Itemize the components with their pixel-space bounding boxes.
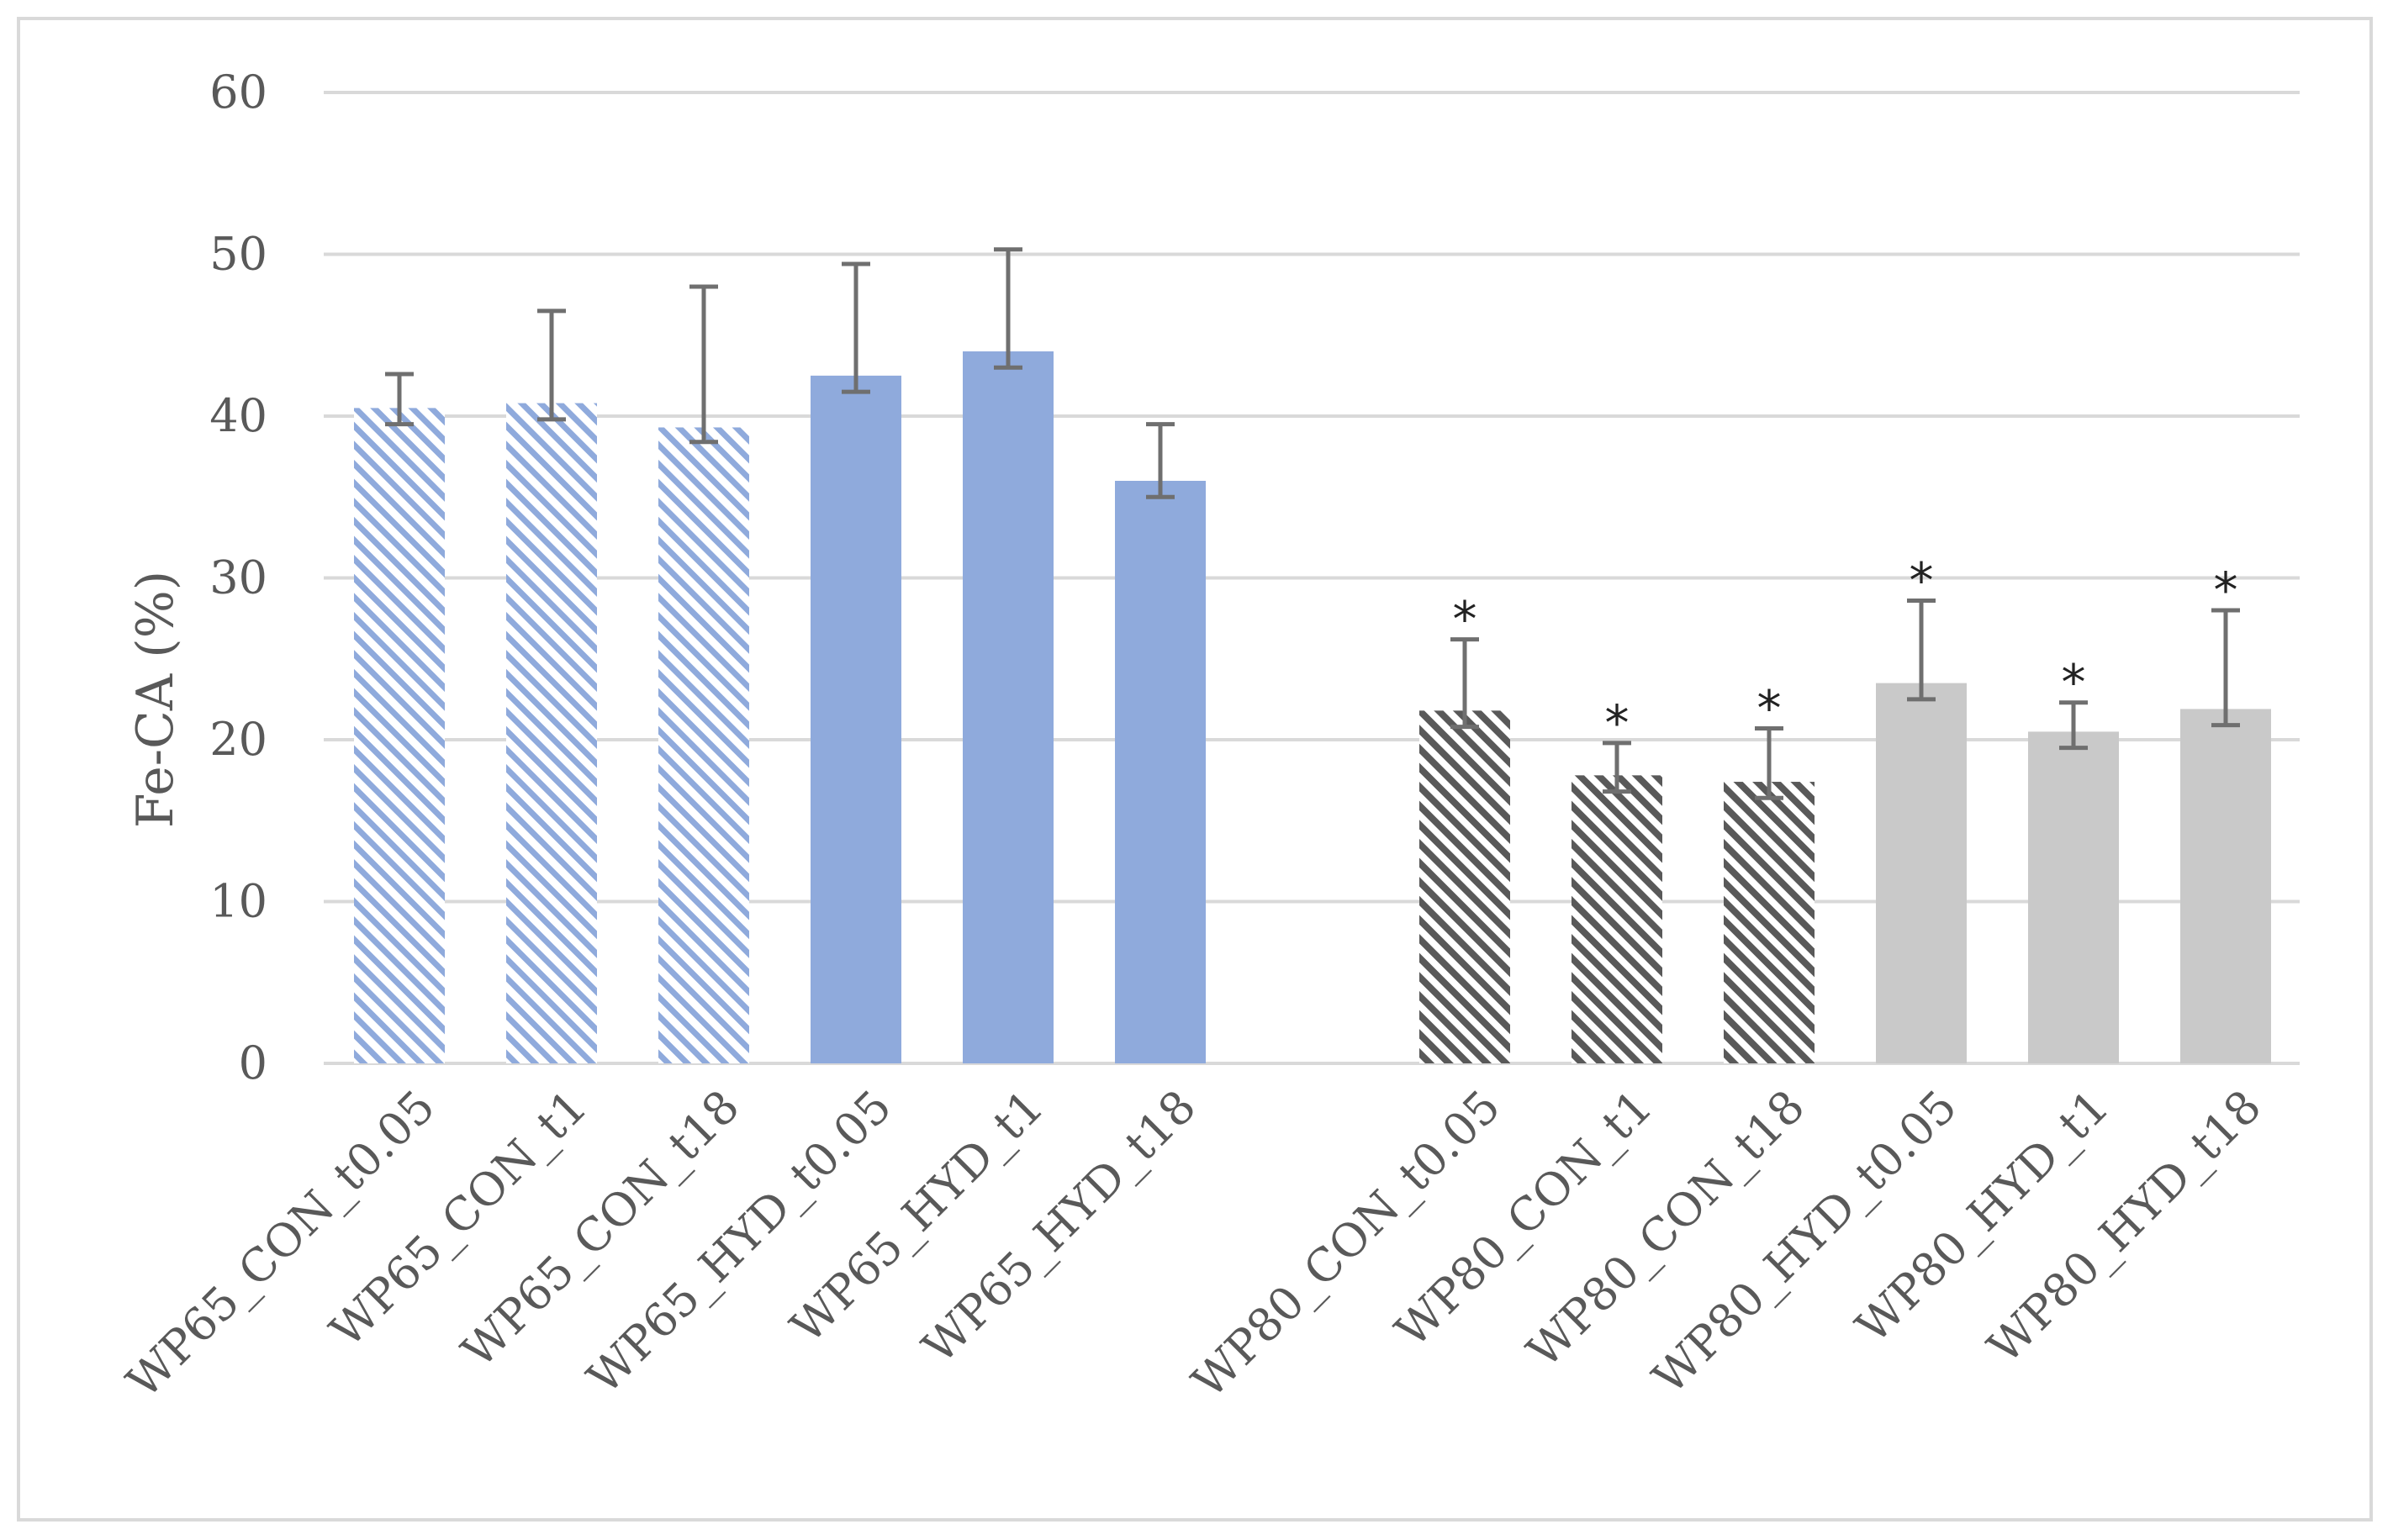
y-tick-label-40: 40 — [209, 389, 267, 442]
error-bar-WP65_HYD_t1 — [994, 247, 1022, 370]
y-axis-title: Fe-CA (%) — [126, 571, 185, 828]
bar-WP65_CON_t1 — [506, 403, 597, 1064]
x-category-label-WP80_HYD_t18: WP80_HYD_t18 — [1978, 1080, 2271, 1374]
significance-marker-WP80_HYD_t1: * — [2062, 654, 2086, 711]
error-bars — [385, 247, 2240, 800]
y-tick-label-0: 0 — [239, 1036, 267, 1089]
error-bar-WP80_CON_t1 — [1603, 741, 1631, 794]
x-category-label-WP80_HYD_t0.05: WP80_HYD_t0.05 — [1642, 1080, 1967, 1405]
error-bar-WP65_HYD_t0.05 — [842, 261, 870, 394]
error-bar-WP80_HYD_t0.05 — [1907, 598, 1936, 702]
error-bar-WP80_CON_t0.05 — [1450, 637, 1479, 730]
bars — [354, 351, 2271, 1064]
significance-marker-WP80_CON_t0.05: * — [1453, 591, 1477, 648]
significance-markers: * * * * * * — [1453, 551, 2238, 751]
y-tick-label-60: 60 — [209, 66, 267, 119]
bar-WP65_CON_t18 — [658, 427, 749, 1064]
bar-WP65_HYD_t0.05 — [811, 375, 901, 1063]
x-category-label-WP65_HYD_t0.05: WP65_HYD_t0.05 — [577, 1080, 901, 1405]
x-category-label-WP65_HYD_t18: WP65_HYD_t18 — [912, 1080, 1206, 1374]
y-tick-label-10: 10 — [209, 875, 267, 928]
significance-marker-WP80_HYD_t18: * — [2214, 562, 2238, 619]
y-tick-label-50: 50 — [209, 228, 267, 281]
error-bar-WP65_HYD_t18 — [1146, 422, 1175, 499]
bar-WP65_CON_t0.05 — [354, 408, 445, 1063]
y-tick-label-20: 20 — [209, 713, 267, 766]
x-category-label-WP80_CON_t18: WP80_CON_t18 — [1517, 1080, 1815, 1378]
significance-marker-WP80_CON_t18: * — [1757, 680, 1782, 737]
x-category-label-WP80_HYD_t1: WP80_HYD_t1 — [1846, 1080, 2119, 1353]
y-axis-tick-labels: 0 10 20 30 40 50 60 — [209, 66, 267, 1089]
significance-marker-WP80_HYD_t0.05: * — [1910, 551, 1934, 609]
chart-frame — [17, 17, 2373, 1522]
bar-WP65_HYD_t18 — [1115, 481, 1206, 1063]
bar-WP65_HYD_t1 — [963, 351, 1054, 1063]
bar-WP80_HYD_t18 — [2180, 709, 2271, 1063]
x-category-label-WP65_CON_t18: WP65_CON_t18 — [452, 1080, 749, 1378]
x-axis-category-labels: WP65_CON_t0.05WP65_CON_t1WP65_CON_t18WP6… — [117, 1080, 2272, 1409]
error-bar-WP80_HYD_t1 — [2059, 700, 2088, 751]
x-category-label-WP80_CON_t1: WP80_CON_t1 — [1385, 1080, 1662, 1358]
bar-WP80_CON_t18 — [1724, 782, 1815, 1063]
bar-WP80_CON_t0.05 — [1419, 710, 1510, 1063]
bar-WP80_HYD_t1 — [2028, 731, 2119, 1063]
bar-WP80_HYD_t0.05 — [1876, 683, 1967, 1063]
y-tick-label-30: 30 — [209, 551, 267, 604]
x-category-label-WP65_CON_t1: WP65_CON_t1 — [320, 1080, 597, 1358]
error-bar-WP80_CON_t18 — [1755, 726, 1783, 800]
gridlines — [324, 91, 2300, 1065]
error-bar-WP80_HYD_t18 — [2211, 608, 2240, 728]
error-bar-WP65_CON_t0.05 — [385, 372, 414, 427]
error-bar-WP65_CON_t1 — [537, 309, 566, 422]
x-category-label-WP65_HYD_t1: WP65_HYD_t1 — [780, 1080, 1054, 1353]
bar-WP80_CON_t1 — [1572, 775, 1662, 1063]
error-bar-WP65_CON_t18 — [689, 284, 718, 445]
significance-marker-WP80_CON_t1: * — [1605, 694, 1630, 752]
